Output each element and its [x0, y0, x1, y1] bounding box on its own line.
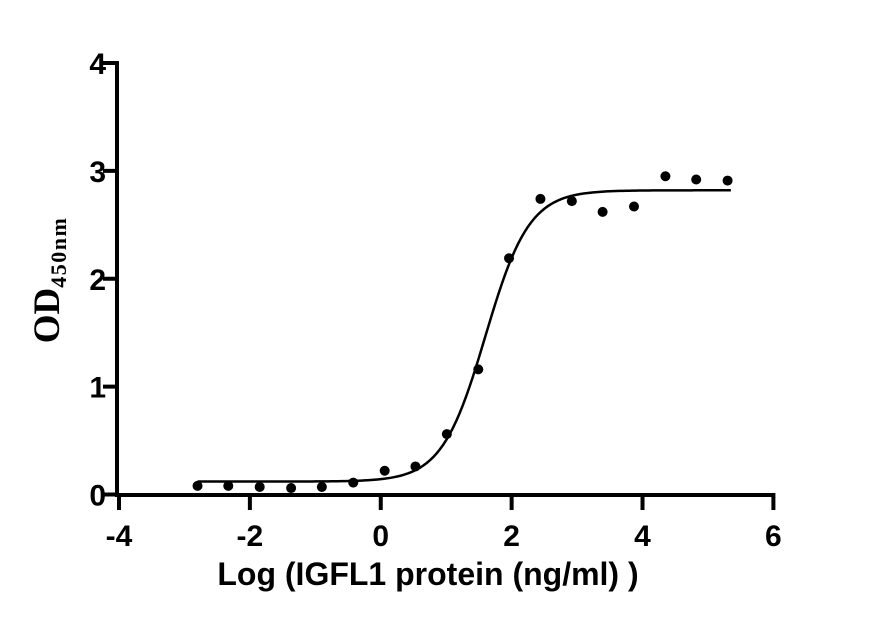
data-point: [286, 483, 297, 494]
y-axis-tick-label: 1: [89, 372, 106, 405]
data-point: [691, 174, 702, 185]
y-axis-tick-label: 4: [89, 48, 106, 81]
data-point: [722, 175, 733, 186]
y-axis-title-text: OD: [27, 287, 68, 344]
data-point: [379, 465, 390, 476]
data-point: [504, 253, 515, 264]
data-point: [535, 193, 546, 204]
data-point: [410, 461, 421, 472]
x-axis-tick-label: -2: [237, 520, 264, 553]
data-point: [566, 196, 577, 207]
data-point: [348, 477, 359, 488]
data-point: [597, 206, 608, 217]
x-axis-tick-label: 4: [634, 520, 651, 553]
data-point: [192, 480, 203, 491]
fit-curve: [197, 189, 731, 483]
x-axis-tick-label: 0: [372, 520, 389, 553]
y-axis-title: OD450nm: [26, 120, 71, 440]
x-axis-tick-label: 2: [503, 520, 520, 553]
y-axis-tick-label: 2: [89, 264, 106, 297]
data-point: [441, 429, 452, 440]
x-axis-title: Log (IGFL1 protein (ng/ml) ): [217, 556, 639, 592]
y-axis-tick-label: 0: [89, 480, 106, 513]
data-point: [223, 480, 234, 491]
y-axis-tick-label: 3: [89, 156, 106, 189]
x-axis-tick-label: -4: [106, 520, 133, 553]
data-point: [254, 481, 265, 492]
data-point: [629, 201, 640, 212]
data-point: [316, 481, 327, 492]
data-point: [660, 171, 671, 182]
data-point: [473, 364, 484, 375]
x-axis-tick-label: 6: [765, 520, 782, 553]
y-axis-title-subscript: 450nm: [46, 216, 71, 288]
